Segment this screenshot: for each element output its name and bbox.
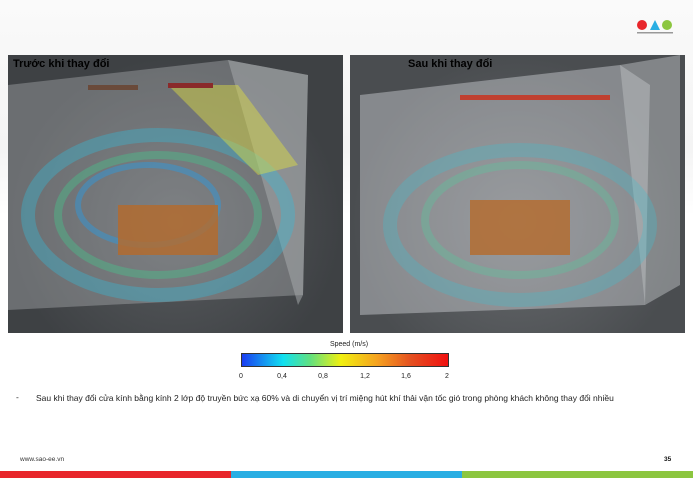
footer-bar-blue (231, 471, 462, 478)
legend-title: Speed (m/s) (329, 341, 369, 348)
legend-tick: 1,6 (401, 373, 411, 380)
cfd-image-after: Sau khi thay đổi (350, 55, 685, 333)
footer-url: www.sao-ee.vn (20, 456, 65, 463)
footer-bar-red (0, 471, 231, 478)
cfd-image-before: Trước khi thay đổi (8, 55, 343, 333)
bullet-marker: - (16, 392, 19, 402)
footer-bar-green (462, 471, 693, 478)
page-number: 35 (664, 456, 672, 463)
legend-tick: 0,8 (318, 373, 328, 380)
speed-legend: Speed (m/s) 0 0,4 0,8 1,2 1,6 2 (238, 341, 450, 380)
bullet-text: Sau khi thay đổi cửa kính bằng kính 2 lớ… (36, 393, 614, 403)
panel-title-after: Sau khi thay đổi (408, 58, 493, 70)
sao-logo (636, 18, 676, 36)
legend-tick: 0,4 (277, 373, 287, 380)
legend-tick: 0 (239, 373, 243, 380)
legend-tick: 1,2 (360, 373, 370, 380)
panel-title-before: Trước khi thay đổi (13, 58, 110, 70)
legend-tick: 2 (445, 373, 449, 380)
legend-colorbar (241, 353, 449, 367)
